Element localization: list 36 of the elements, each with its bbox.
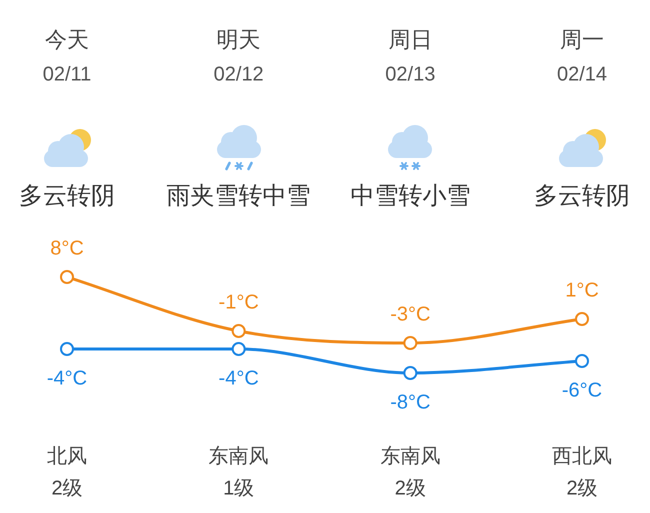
text: 西北风 [552,446,612,468]
point [575,312,589,326]
data-label: -8°C [390,392,430,414]
point [60,342,74,356]
point [60,270,74,284]
text: 2级 [394,478,426,500]
text: 02/13 [385,64,436,86]
x-tick-label: 明天 [216,26,261,52]
data-label: -4°C [218,368,259,390]
text: 多云转阴 [534,182,630,210]
point [403,336,418,350]
data-label: -4°C [46,368,88,390]
data-label: -1°C [218,292,259,314]
x-tick-label: 今天 [45,26,89,52]
data-label: 8°C [50,238,84,260]
point [232,342,246,356]
point [403,366,418,380]
x-tick-label: 周日 [388,26,432,52]
data-label: -6°C [562,380,602,402]
text: 东南风 [380,446,440,468]
point [232,324,246,338]
text: 02/11 [42,64,92,86]
text: 东南风 [208,446,269,468]
text: 雨夹雪转中雪 [166,182,311,210]
x-tick-label: 周一 [560,26,604,52]
text: 2级 [51,478,83,500]
text: 多云转阴 [19,182,115,210]
text: 02/12 [214,64,264,86]
data-label: -3°C [390,304,430,326]
data-label: 1°C [565,280,599,302]
text: 02/14 [556,64,608,86]
text: 中雪转小雪 [350,182,470,210]
point [575,354,589,368]
text: 北风 [47,446,87,468]
text: 1级 [223,478,254,500]
text: 2级 [566,478,598,500]
